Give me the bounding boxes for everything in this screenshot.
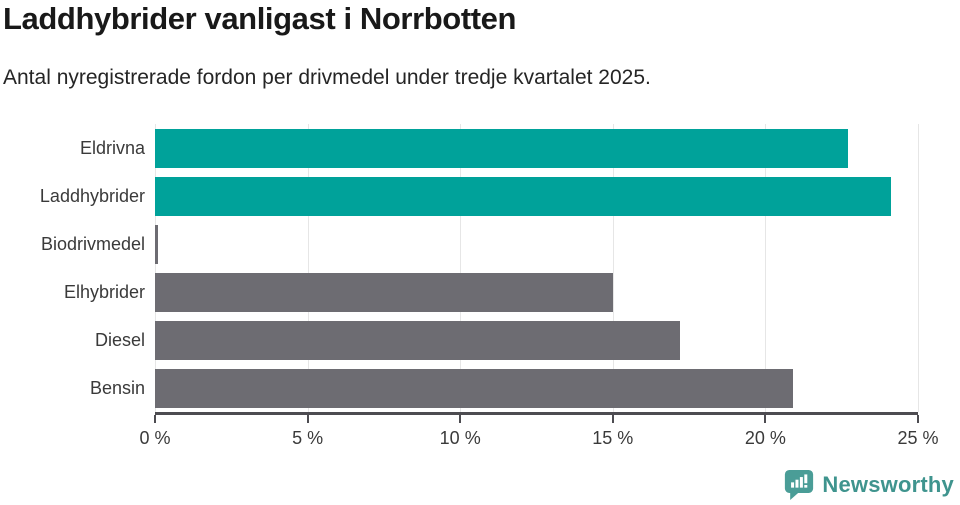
bar-row: Bensin bbox=[0, 364, 918, 412]
bar-track bbox=[155, 368, 918, 408]
bar-row: Elhybrider bbox=[0, 268, 918, 316]
bar-rows: Eldrivna Laddhybrider Biodrivmedel Elhybrid… bbox=[0, 124, 918, 412]
bar-eldrivna bbox=[155, 128, 848, 168]
newsworthy-wordmark: Newsworthy bbox=[822, 472, 954, 497]
bar-track bbox=[155, 224, 918, 264]
bar-track bbox=[155, 128, 918, 168]
newsworthy-logo: Newsworthy bbox=[784, 469, 954, 501]
bar-track bbox=[155, 320, 918, 360]
bar-chart: Eldrivna Laddhybrider Biodrivmedel Elhybrid… bbox=[0, 124, 939, 465]
page-title: Laddhybrider vanligast i Norrbotten bbox=[3, 1, 517, 36]
newsworthy-logo-icon bbox=[785, 470, 814, 500]
bar-row: Diesel bbox=[0, 316, 918, 364]
axis-tick bbox=[611, 415, 614, 423]
axis-tick bbox=[459, 415, 462, 423]
bar-track bbox=[155, 272, 918, 312]
axis-tick-label: 20 % bbox=[744, 428, 786, 448]
axis-tick-label: 0 % bbox=[139, 428, 171, 448]
bar-bensin bbox=[155, 368, 793, 408]
category-label: Elhybrider bbox=[63, 281, 145, 302]
category-label: Biodrivmedel bbox=[40, 233, 145, 254]
bar-row: Biodrivmedel bbox=[0, 220, 918, 268]
bar-elhybrider bbox=[155, 272, 613, 312]
bar-biodrivmedel bbox=[155, 224, 159, 264]
category-label: Eldrivna bbox=[79, 137, 145, 158]
bar-row: Eldrivna bbox=[0, 124, 918, 172]
bar-laddhybrider bbox=[155, 176, 891, 216]
axis-tick bbox=[306, 415, 309, 423]
subtitle: Antal nyregistrerade fordon per drivmede… bbox=[3, 66, 651, 89]
axis-tick-label: 5 % bbox=[292, 428, 324, 448]
category-label: Laddhybrider bbox=[39, 185, 145, 206]
bar-diesel bbox=[155, 320, 680, 360]
category-label: Bensin bbox=[89, 377, 145, 398]
axis-tick bbox=[917, 415, 919, 423]
bar-track bbox=[155, 176, 918, 216]
axis-tick-label: 25 % bbox=[897, 428, 939, 448]
bar-row: Laddhybrider bbox=[0, 172, 918, 220]
axis-tick bbox=[154, 415, 156, 423]
axis-tick-label: 10 % bbox=[439, 428, 481, 448]
axis-tick bbox=[764, 415, 767, 423]
axis-tick-label: 15 % bbox=[592, 428, 634, 448]
x-axis: 0 % 5 % 10 % 15 % 20 % 25 % bbox=[139, 412, 939, 465]
gridline bbox=[918, 124, 919, 412]
category-label: Diesel bbox=[94, 329, 145, 350]
